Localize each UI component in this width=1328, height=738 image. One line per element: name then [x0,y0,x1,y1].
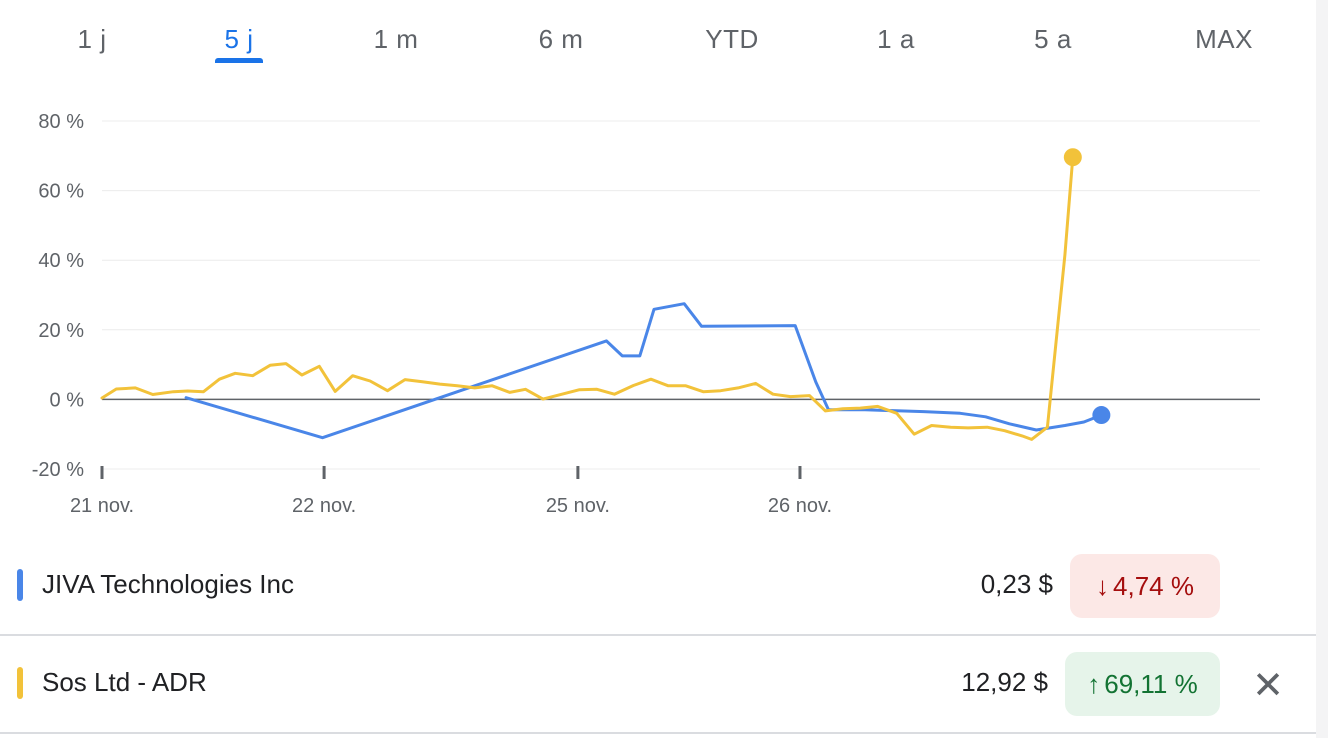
series-line-jiva [184,302,1103,440]
tab-5-days[interactable]: 5 j [224,24,254,54]
y-tick-label: 60 % [38,181,84,203]
tab-1-year[interactable]: 1 a [877,24,915,54]
legend-row-sos: Sos Ltd - ADR 12,92 $ ↑ 69,11 % ✕ [0,634,1316,734]
change-percent: 4,74 % [1113,570,1194,601]
tab-ytd[interactable]: YTD [705,24,759,54]
series-end-point-sos [1063,148,1082,167]
y-tick-label: 0 % [50,389,85,411]
change-percent: 69,11 % [1104,668,1198,699]
range-tabs: 1 j 5 j 1 m 6 m YTD 1 a 5 a MAX [0,0,1316,70]
arrow-up-icon: ↑ [1087,668,1101,699]
tab-5-years[interactable]: 5 a [1034,24,1072,54]
x-tick-label: 26 nov. [768,495,832,517]
performance-line-chart: 80 % 60 % 40 % 20 % 0 % -20 % 21 nov. 22 nov. 25… [32,111,1260,517]
series-color-swatch [17,569,23,601]
y-tick-label: 20 % [38,320,84,342]
close-icon[interactable]: ✕ [1252,665,1284,707]
series-line-sos [100,155,1075,441]
legend-row-jiva: JIVA Technologies Inc 0,23 $ ↓ 4,74 % [0,536,1316,636]
series-end-point-jiva [1092,406,1111,425]
security-name[interactable]: JIVA Technologies Inc [42,569,294,599]
tab-1-day[interactable]: 1 j [77,24,107,54]
security-price: 0,23 $ [980,569,1053,599]
security-price: 12,92 $ [961,667,1048,697]
security-name[interactable]: Sos Ltd - ADR [42,667,207,697]
arrow-down-icon: ↓ [1096,570,1110,601]
change-badge: ↑ 69,11 % [1065,652,1220,716]
tab-6-months[interactable]: 6 m [538,24,584,54]
change-badge: ↓ 4,74 % [1070,554,1220,618]
active-tab-indicator [215,58,263,63]
x-tick-label: 25 nov. [546,495,610,517]
x-tick-label: 21 nov. [70,495,134,517]
tab-1-month[interactable]: 1 m [373,24,419,54]
tab-max[interactable]: MAX [1195,24,1253,54]
x-tick-label: 22 nov. [292,495,356,517]
y-tick-label: 80 % [38,111,84,133]
y-tick-label: 40 % [38,250,84,272]
series-color-swatch [17,667,23,699]
y-tick-label: -20 % [32,459,84,481]
scrollbar-track[interactable] [1316,0,1328,738]
